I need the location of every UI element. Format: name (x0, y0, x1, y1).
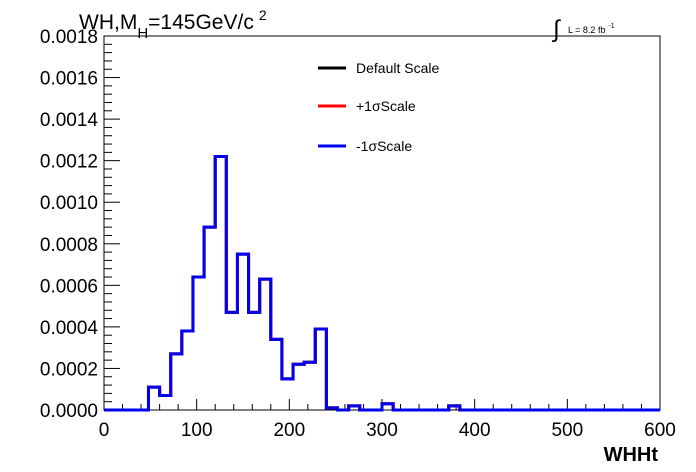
chart-title: WH,MH=145GeV/c 2 (79, 7, 267, 42)
lumi-text: L = 8.2 fb (568, 25, 605, 35)
y-axis: 0.0000 0.0002 0.0004 0.0006 0.0008 0.0010 0.00… (40, 27, 120, 422)
x-tick-label: 200 (273, 420, 305, 441)
chart-title-rest: =145GeV/c (148, 11, 254, 34)
legend-label-1: Default Scale (356, 60, 439, 76)
y-tick-label: 0.0016 (40, 69, 98, 90)
lumi-integral-symbol: ∫ (551, 16, 561, 43)
x-axis: 0 100 200 300 400 500 600 (99, 399, 676, 441)
legend-label-2: +1σScale (356, 98, 416, 114)
y-tick-label: 0.0002 (40, 359, 98, 380)
x-axis-label: WHHt (604, 444, 659, 466)
series-line-3 (104, 155, 660, 412)
y-tick-label: 0.0006 (40, 276, 98, 297)
y-tick-label: 0.0010 (40, 193, 98, 214)
x-tick-label: 500 (551, 420, 583, 441)
y-tick-label: 0.0008 (40, 235, 98, 256)
y-tick-label: 0.0014 (40, 110, 99, 131)
chart-title-subscript: H (137, 25, 148, 42)
chart-title-superscript: 2 (259, 7, 267, 23)
lumi-label: L = 8.2 fb -1 (568, 23, 615, 35)
y-tick-label: 0.0012 (40, 152, 98, 173)
legend-label-3: -1σScale (356, 138, 412, 154)
x-tick-label: 100 (181, 420, 213, 441)
series-layer (104, 155, 660, 412)
chart-title-main: WH,M (79, 11, 137, 34)
x-tick-label: 300 (366, 420, 398, 441)
y-tick-label: 0.0000 (40, 401, 98, 422)
legend: Default Scale +1σScale -1σScale (318, 60, 439, 154)
x-tick-label: 400 (459, 420, 491, 441)
lumi-superscript: -1 (608, 23, 614, 30)
y-tick-label: 0.0004 (40, 318, 99, 339)
x-tick-label: 0 (99, 420, 110, 441)
x-tick-label: 600 (644, 420, 676, 441)
y-tick-label: 0.0018 (40, 27, 98, 48)
